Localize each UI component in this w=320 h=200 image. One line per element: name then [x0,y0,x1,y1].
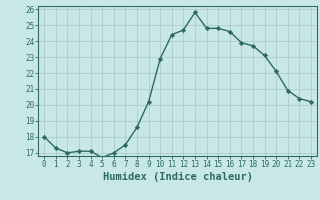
X-axis label: Humidex (Indice chaleur): Humidex (Indice chaleur) [103,172,252,182]
